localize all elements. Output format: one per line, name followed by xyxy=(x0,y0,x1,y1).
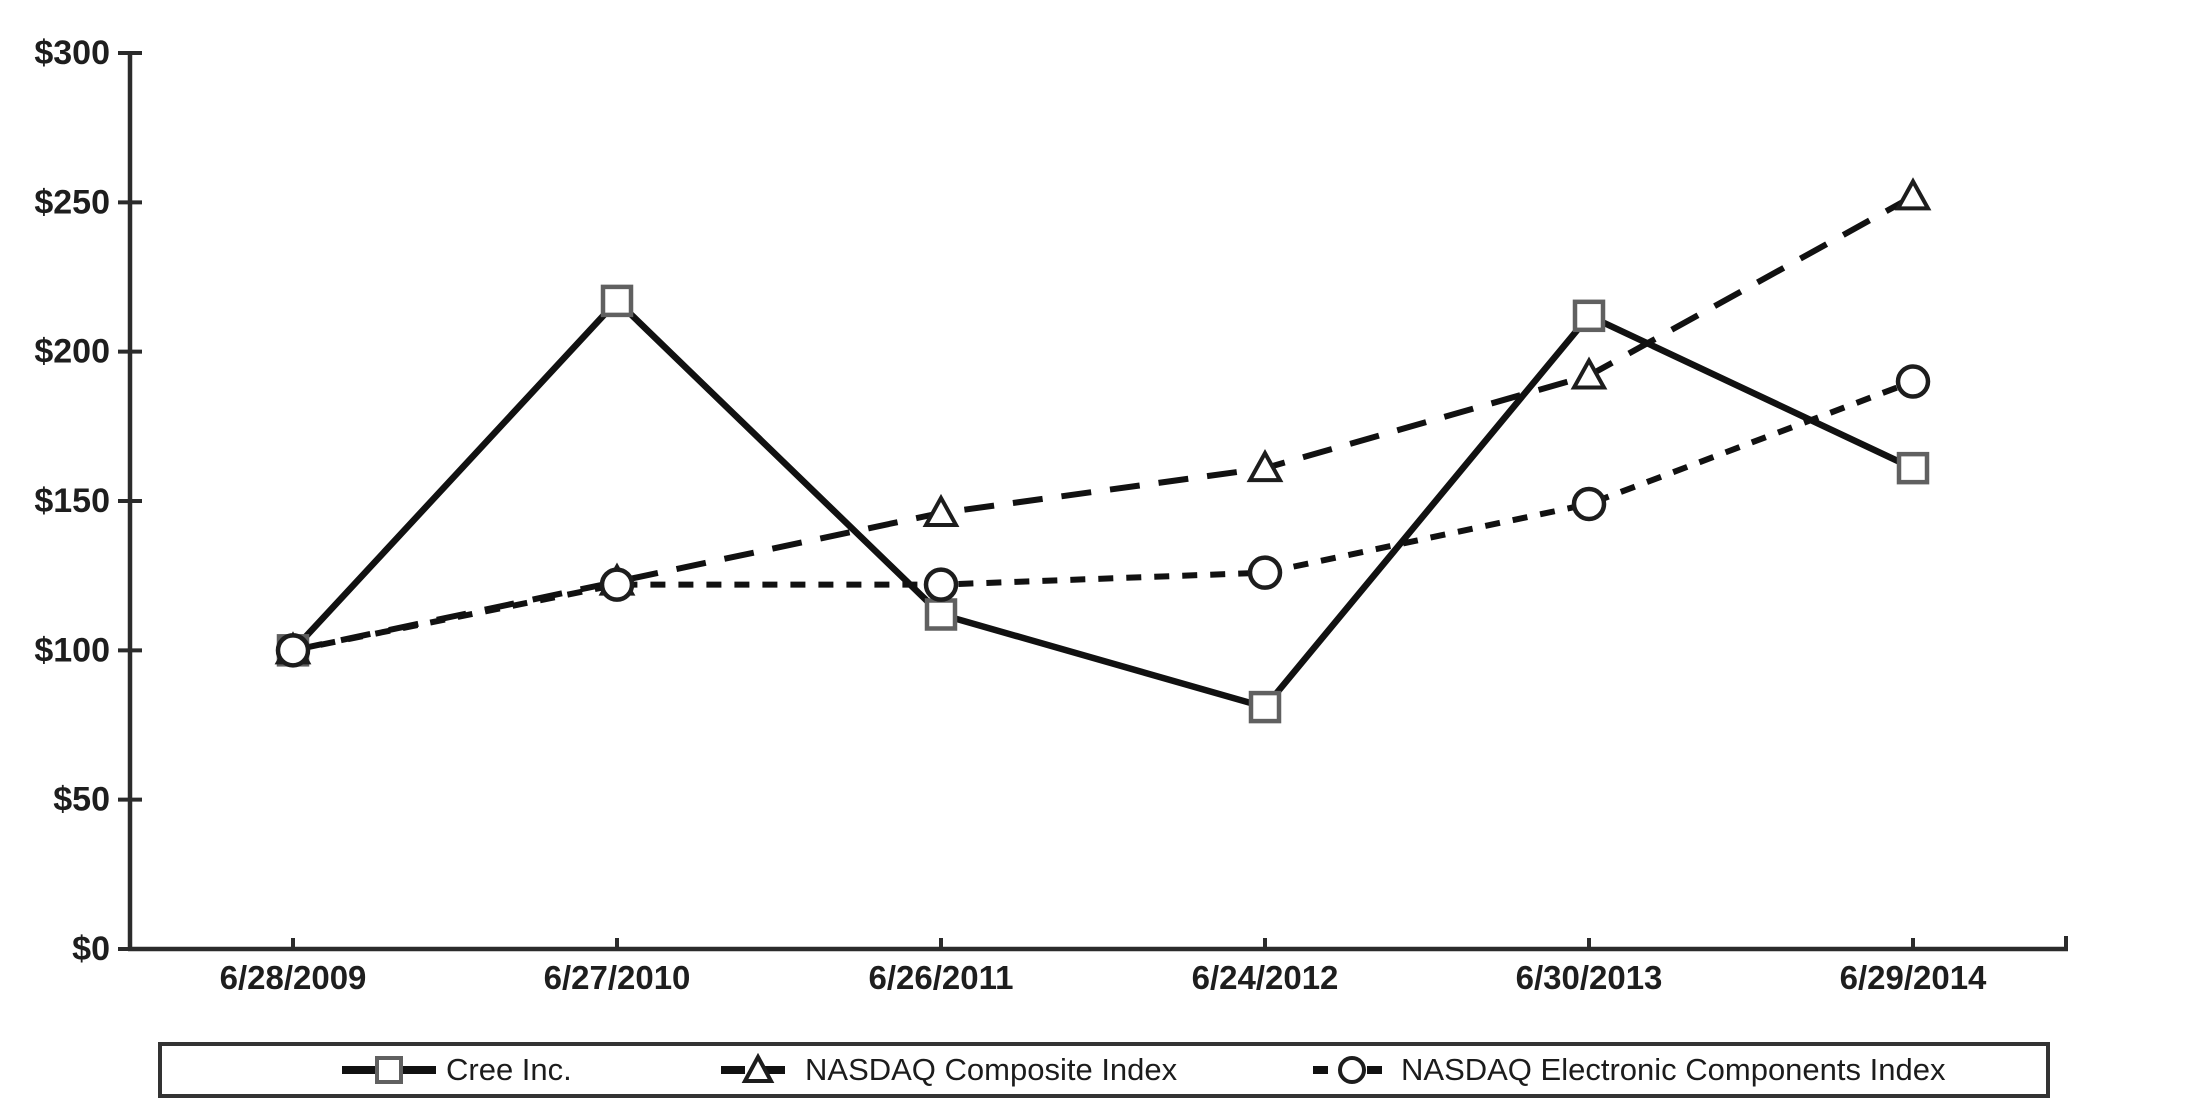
data-point-square-marker xyxy=(924,598,958,631)
y-axis-tick-label: $150 xyxy=(34,482,110,520)
data-point-triangle-marker xyxy=(1570,356,1608,390)
data-point-square-marker xyxy=(1572,299,1606,333)
data-point-circle-marker xyxy=(1895,364,1931,399)
y-axis-tick-label: $100 xyxy=(34,631,110,669)
y-axis-tick-label: $250 xyxy=(34,183,110,221)
data-point-circle-marker xyxy=(923,567,959,602)
data-point-circle-marker xyxy=(599,567,635,602)
x-axis-tick-label: 6/26/2011 xyxy=(869,959,1014,996)
series-line-triangle xyxy=(292,193,1915,654)
cree-solid-square-swatch-icon xyxy=(342,1056,436,1084)
x-axis-tick-label: 6/24/2012 xyxy=(1192,959,1339,996)
legend-label-nasdaq-electronic: NASDAQ Electronic Components Index xyxy=(1401,1052,1946,1087)
legend-label-nasdaq-composite: NASDAQ Composite Index xyxy=(805,1052,1178,1087)
legend: Cree Inc. NASDAQ Composite Index NASDAQ … xyxy=(158,1042,2050,1098)
series-line-square xyxy=(290,296,1915,711)
x-axis-tick-label: 6/27/2010 xyxy=(544,959,691,996)
data-point-triangle-marker xyxy=(1246,449,1284,483)
legend-item-nasdaq-electronic: NASDAQ Electronic Components Index xyxy=(1312,1052,1945,1088)
y-axis-tick-label: $50 xyxy=(53,781,110,819)
series-line-circle xyxy=(292,378,1915,654)
data-point-circle-marker xyxy=(1571,486,1607,522)
x-axis-tick-label: 6/29/2014 xyxy=(1840,959,1987,996)
composite-dashed-triangle-swatch-icon xyxy=(721,1053,795,1083)
y-axis-tick-label: $300 xyxy=(34,34,110,72)
legend-item-nasdaq-composite: NASDAQ Composite Index xyxy=(720,1052,1177,1088)
legend-item-cree: Cree Inc. xyxy=(341,1052,572,1088)
electronic-dashed-circle-swatch-icon xyxy=(1313,1056,1391,1084)
legend-label-cree: Cree Inc. xyxy=(446,1052,572,1087)
x-axis-tick-label: 6/30/2013 xyxy=(1516,959,1663,996)
data-point-square-marker xyxy=(600,284,634,318)
y-axis-tick-label: $200 xyxy=(34,333,110,371)
data-point-circle-marker xyxy=(1247,555,1283,590)
x-axis-tick-label: 6/28/2009 xyxy=(220,959,367,996)
data-point-square-marker xyxy=(1248,690,1282,724)
data-point-circle-marker xyxy=(275,633,311,668)
data-point-square-marker xyxy=(1896,451,1930,485)
y-axis-tick-label: $0 xyxy=(72,930,110,968)
data-point-triangle-marker xyxy=(922,493,960,527)
data-point-triangle-marker xyxy=(1894,177,1932,211)
